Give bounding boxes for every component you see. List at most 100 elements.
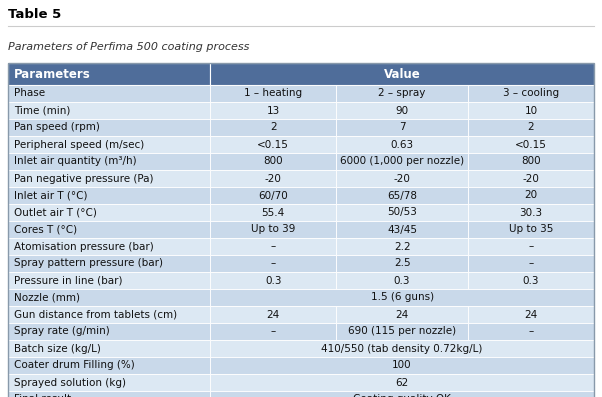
Bar [210,357,594,374]
Bar [8,63,210,85]
Text: Spray rate (g/min): Spray rate (g/min) [14,326,110,337]
Bar [8,255,210,272]
Bar [8,187,210,204]
Text: Phase: Phase [14,89,45,98]
Text: 0.3: 0.3 [523,276,539,285]
Bar [210,170,336,187]
Text: 60/70: 60/70 [258,191,288,200]
Text: 62: 62 [396,378,409,387]
Text: Pan negative pressure (Pa): Pan negative pressure (Pa) [14,173,154,183]
Bar [8,289,210,306]
Text: 2.2: 2.2 [394,241,411,252]
Text: Inlet air T (°C): Inlet air T (°C) [14,191,87,200]
Bar [8,102,210,119]
Text: 1.5 (6 guns): 1.5 (6 guns) [370,293,433,303]
Text: -20: -20 [523,173,539,183]
Text: -20: -20 [265,173,282,183]
Bar [210,323,336,340]
Text: 800: 800 [521,156,541,166]
Text: 2.5: 2.5 [394,258,411,268]
Text: Parameters: Parameters [14,67,91,81]
Bar [210,238,336,255]
Bar [8,340,210,357]
Bar [210,340,594,357]
Bar [210,85,336,102]
Bar [336,221,468,238]
Text: 24: 24 [267,310,280,320]
Bar [468,85,594,102]
Text: 20: 20 [524,191,538,200]
Text: Table 5: Table 5 [8,8,61,21]
Text: 90: 90 [396,106,409,116]
Text: Inlet air quantity (m³/h): Inlet air quantity (m³/h) [14,156,137,166]
Bar [210,289,594,306]
Text: Batch size (kg/L): Batch size (kg/L) [14,343,101,353]
Bar [468,102,594,119]
Bar [8,357,210,374]
Text: Sprayed solution (kg): Sprayed solution (kg) [14,378,126,387]
Bar [336,102,468,119]
Bar [336,119,468,136]
Bar [210,63,594,85]
Bar [336,255,468,272]
Text: 2: 2 [528,123,535,133]
Text: 24: 24 [524,310,538,320]
Text: Outlet air T (°C): Outlet air T (°C) [14,208,97,218]
Text: 3 – cooling: 3 – cooling [503,89,559,98]
Bar [336,85,468,102]
Bar [210,272,336,289]
Bar [8,170,210,187]
Text: 55.4: 55.4 [261,208,285,218]
Text: 6000 (1,000 per nozzle): 6000 (1,000 per nozzle) [340,156,464,166]
Text: Time (min): Time (min) [14,106,70,116]
Text: Pressure in line (bar): Pressure in line (bar) [14,276,122,285]
Bar [468,272,594,289]
Text: 690 (115 per nozzle): 690 (115 per nozzle) [348,326,456,337]
Text: Coating quality OK: Coating quality OK [353,395,451,397]
Text: <0.15: <0.15 [515,139,547,150]
Text: 2: 2 [270,123,276,133]
Text: Atomisation pressure (bar): Atomisation pressure (bar) [14,241,154,252]
Bar [210,187,336,204]
Text: 13: 13 [267,106,280,116]
Bar [8,374,210,391]
Text: 1 – heating: 1 – heating [244,89,302,98]
Text: 7: 7 [399,123,405,133]
Bar [336,272,468,289]
Bar [8,238,210,255]
Text: 30.3: 30.3 [520,208,542,218]
Bar [8,136,210,153]
Text: 10: 10 [524,106,538,116]
Bar [8,63,594,397]
Text: Cores T (°C): Cores T (°C) [14,224,77,235]
Text: –: – [529,241,533,252]
Bar [8,85,210,102]
Bar [468,255,594,272]
Text: 410/550 (tab density 0.72kg/L): 410/550 (tab density 0.72kg/L) [321,343,483,353]
Bar [210,374,594,391]
Bar [210,391,594,397]
Bar [8,204,210,221]
Text: –: – [529,258,533,268]
Text: <0.15: <0.15 [257,139,289,150]
Bar [210,221,336,238]
Text: 43/45: 43/45 [387,224,417,235]
Bar [210,306,336,323]
Bar [8,391,210,397]
Bar [210,136,336,153]
Bar [210,102,336,119]
Bar [468,323,594,340]
Text: Value: Value [383,67,420,81]
Bar [336,136,468,153]
Text: 65/78: 65/78 [387,191,417,200]
Text: Nozzle (mm): Nozzle (mm) [14,293,80,303]
Bar [468,119,594,136]
Text: Up to 35: Up to 35 [509,224,553,235]
Bar [210,153,336,170]
Bar [8,119,210,136]
Bar [468,187,594,204]
Bar [336,153,468,170]
Bar [210,255,336,272]
Text: 2 – spray: 2 – spray [379,89,426,98]
Bar [336,170,468,187]
